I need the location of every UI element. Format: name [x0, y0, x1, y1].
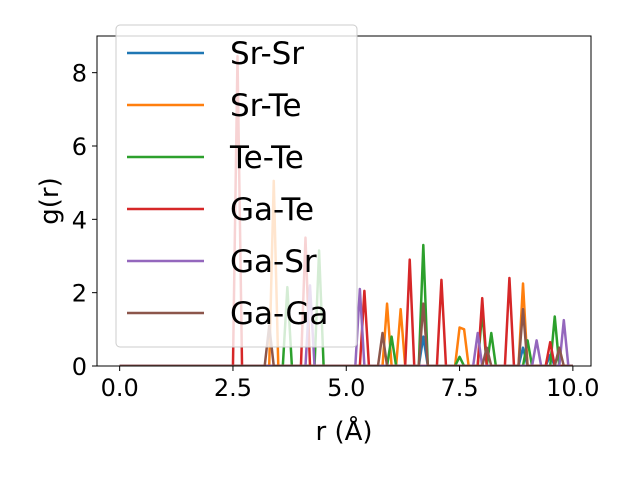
axis-ticks: 0.0 2.5 5.0 7.5 10.0 0 2 4 6 8 [72, 60, 600, 402]
y-tick-label: 4 [72, 206, 87, 234]
y-axis-label: g(r) [35, 177, 65, 224]
legend-entry-te-te: Te-Te [229, 140, 304, 176]
legend-entry-ga-sr: Ga-Sr [230, 244, 317, 280]
y-tick-label: 6 [72, 133, 87, 161]
x-tick-label: 0.0 [101, 374, 139, 402]
x-axis-label: r (Å) [315, 415, 372, 447]
x-tick-label: 5.0 [327, 374, 365, 402]
x-tick-label: 10.0 [546, 374, 599, 402]
y-tick-label: 0 [72, 353, 87, 381]
legend: Sr-Sr Sr-Te Te-Te Ga-Te Ga-Sr Ga-Ga [115, 24, 358, 348]
y-tick-label: 8 [72, 60, 87, 88]
y-tick-label: 2 [72, 280, 87, 308]
legend-entry-ga-te: Ga-Te [230, 192, 314, 228]
x-tick-label: 7.5 [440, 374, 478, 402]
legend-entry-sr-te: Sr-Te [230, 88, 302, 124]
legend-entry-ga-ga: Ga-Ga [230, 296, 328, 332]
legend-entry-sr-sr: Sr-Sr [230, 36, 304, 72]
x-tick-label: 2.5 [214, 374, 252, 402]
